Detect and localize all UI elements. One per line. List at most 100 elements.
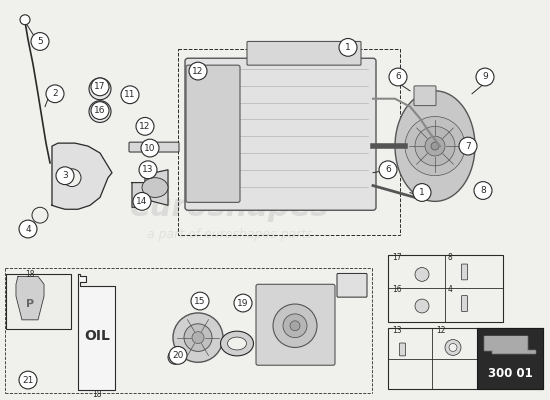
Circle shape bbox=[389, 68, 407, 86]
Circle shape bbox=[133, 192, 151, 210]
Circle shape bbox=[189, 62, 207, 80]
Circle shape bbox=[290, 321, 300, 331]
Text: 12: 12 bbox=[192, 66, 204, 76]
Ellipse shape bbox=[142, 178, 168, 198]
Text: 20: 20 bbox=[172, 351, 184, 360]
Circle shape bbox=[169, 346, 187, 364]
Circle shape bbox=[425, 136, 445, 156]
Text: 19: 19 bbox=[237, 298, 249, 308]
Text: 4: 4 bbox=[25, 224, 31, 234]
Circle shape bbox=[19, 371, 37, 389]
Circle shape bbox=[121, 86, 139, 104]
Circle shape bbox=[191, 292, 209, 310]
Circle shape bbox=[415, 299, 429, 313]
FancyBboxPatch shape bbox=[388, 255, 503, 322]
Circle shape bbox=[56, 167, 74, 184]
Text: 5: 5 bbox=[37, 37, 43, 46]
Circle shape bbox=[449, 344, 457, 352]
Circle shape bbox=[476, 68, 494, 86]
FancyBboxPatch shape bbox=[477, 328, 543, 389]
Text: 16: 16 bbox=[94, 106, 106, 115]
Text: 9: 9 bbox=[482, 72, 488, 82]
FancyBboxPatch shape bbox=[6, 274, 71, 329]
Text: P: P bbox=[26, 299, 34, 309]
Text: euroshapes: euroshapes bbox=[130, 193, 330, 222]
Text: 6: 6 bbox=[395, 72, 401, 82]
Text: 18: 18 bbox=[92, 390, 102, 399]
Polygon shape bbox=[52, 143, 112, 209]
Text: 15: 15 bbox=[194, 296, 206, 306]
Ellipse shape bbox=[228, 337, 246, 350]
Text: 18: 18 bbox=[25, 270, 35, 279]
Circle shape bbox=[405, 116, 465, 176]
FancyBboxPatch shape bbox=[399, 343, 405, 356]
Text: 12: 12 bbox=[436, 326, 446, 335]
Circle shape bbox=[173, 313, 223, 362]
Circle shape bbox=[46, 85, 64, 103]
Text: 16: 16 bbox=[392, 285, 402, 294]
Text: 17: 17 bbox=[94, 82, 106, 91]
FancyBboxPatch shape bbox=[414, 86, 436, 106]
FancyBboxPatch shape bbox=[337, 274, 367, 297]
Circle shape bbox=[139, 161, 157, 179]
FancyBboxPatch shape bbox=[186, 65, 240, 202]
Circle shape bbox=[136, 118, 154, 135]
Polygon shape bbox=[78, 274, 115, 390]
FancyBboxPatch shape bbox=[388, 328, 543, 389]
Text: 1: 1 bbox=[345, 43, 351, 52]
Circle shape bbox=[141, 139, 159, 157]
Polygon shape bbox=[484, 336, 535, 353]
Text: 12: 12 bbox=[139, 122, 151, 131]
Circle shape bbox=[415, 126, 455, 166]
Text: OIL: OIL bbox=[84, 329, 110, 343]
Circle shape bbox=[91, 102, 109, 120]
FancyBboxPatch shape bbox=[256, 284, 335, 365]
Circle shape bbox=[379, 161, 397, 179]
Text: 17: 17 bbox=[392, 253, 402, 262]
Circle shape bbox=[339, 38, 357, 56]
Circle shape bbox=[234, 294, 252, 312]
Text: a part of euroshapes parts: a part of euroshapes parts bbox=[147, 228, 313, 242]
Text: 3: 3 bbox=[62, 171, 68, 180]
Circle shape bbox=[474, 182, 492, 199]
Text: 13: 13 bbox=[142, 165, 154, 174]
Text: 21: 21 bbox=[23, 376, 34, 384]
Ellipse shape bbox=[221, 331, 254, 356]
Text: 4: 4 bbox=[448, 285, 453, 294]
Circle shape bbox=[168, 350, 182, 364]
Circle shape bbox=[413, 184, 431, 201]
Text: 7: 7 bbox=[465, 142, 471, 150]
FancyBboxPatch shape bbox=[247, 42, 361, 65]
FancyBboxPatch shape bbox=[461, 296, 468, 312]
Circle shape bbox=[31, 32, 49, 50]
Text: 8: 8 bbox=[480, 186, 486, 195]
Text: 8: 8 bbox=[448, 253, 453, 262]
Polygon shape bbox=[132, 170, 168, 207]
Circle shape bbox=[91, 78, 109, 96]
Circle shape bbox=[283, 314, 307, 338]
Text: 10: 10 bbox=[144, 144, 156, 152]
Circle shape bbox=[431, 142, 439, 150]
Circle shape bbox=[32, 207, 48, 223]
Ellipse shape bbox=[395, 91, 475, 201]
Circle shape bbox=[415, 268, 429, 281]
Circle shape bbox=[445, 340, 461, 355]
Text: 14: 14 bbox=[136, 197, 148, 206]
Text: 300 01: 300 01 bbox=[488, 367, 532, 380]
Text: 13: 13 bbox=[392, 326, 402, 335]
Text: 6: 6 bbox=[385, 165, 391, 174]
Circle shape bbox=[20, 15, 30, 25]
Text: 11: 11 bbox=[124, 90, 136, 99]
Text: 1: 1 bbox=[419, 188, 425, 197]
Circle shape bbox=[95, 107, 105, 116]
Circle shape bbox=[63, 169, 81, 186]
FancyBboxPatch shape bbox=[185, 58, 376, 210]
Circle shape bbox=[95, 84, 105, 94]
Circle shape bbox=[89, 78, 111, 100]
FancyBboxPatch shape bbox=[129, 142, 179, 152]
Polygon shape bbox=[16, 276, 44, 320]
Circle shape bbox=[273, 304, 317, 348]
FancyBboxPatch shape bbox=[461, 264, 468, 280]
Circle shape bbox=[459, 137, 477, 155]
Circle shape bbox=[192, 332, 204, 344]
